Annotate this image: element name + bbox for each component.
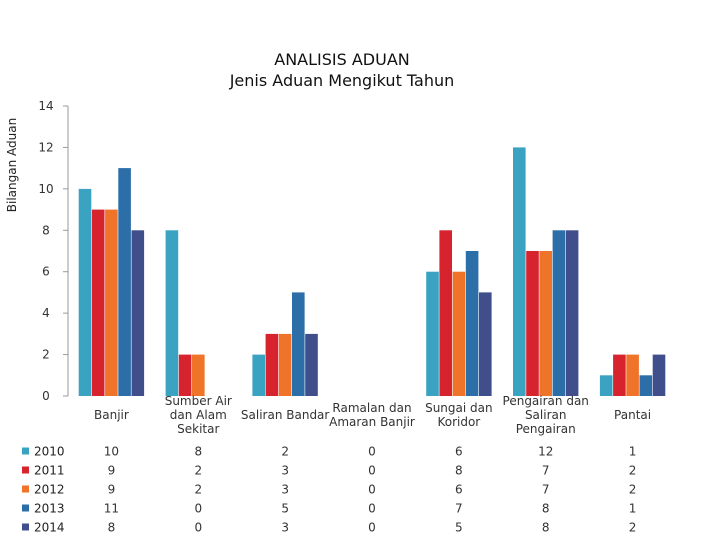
table-cell: 8: [455, 464, 463, 478]
bar: [91, 209, 105, 396]
table-cell: 1: [629, 502, 637, 516]
table-cell: 2: [281, 445, 289, 459]
bar: [539, 251, 552, 396]
bar: [465, 251, 479, 396]
table-cell: 2: [629, 521, 637, 535]
table-cell: 9: [108, 464, 116, 478]
table-cell: 8: [108, 521, 116, 535]
bar: [105, 209, 118, 396]
bar: [165, 230, 179, 396]
table-cell: 9: [108, 483, 116, 497]
category-label: Sungai dan Koridor: [425, 401, 493, 429]
bar: [426, 271, 439, 396]
bar: [479, 292, 492, 396]
table-cell: 6: [455, 483, 463, 497]
bar: [639, 375, 653, 396]
legend-series-name: 2014: [34, 521, 65, 535]
table-cell: 10: [104, 445, 119, 459]
table-cell: 11: [104, 502, 119, 516]
table-cell: 2: [629, 464, 637, 478]
legend-swatch: [22, 447, 29, 455]
legend-swatch: [22, 504, 29, 512]
bar: [565, 230, 579, 396]
legend-series-name: 2011: [34, 464, 65, 478]
legend-series-name: 2010: [34, 445, 65, 459]
y-tick-label: 4: [42, 306, 50, 320]
category-label: Ramalan dan Amaran Banjir: [329, 401, 415, 429]
table-cell: 2: [629, 483, 637, 497]
bar: [439, 230, 452, 396]
y-axis-label: Bilangan Aduan: [5, 118, 19, 212]
category-labels: Banjir Sumber Air dan Alam Sekitar Saliran B…: [94, 394, 651, 436]
legend-series-name: 2013: [34, 502, 65, 516]
category-label: Saliran Bandar: [241, 408, 330, 422]
table-cell: 7: [542, 464, 550, 478]
legend-swatch: [22, 466, 29, 474]
table-cell: 3: [281, 464, 289, 478]
bar: [118, 168, 131, 396]
table-cell: 0: [368, 502, 376, 516]
y-tick-label: 2: [42, 348, 50, 362]
legend-swatch: [22, 485, 29, 493]
table-cell: 5: [281, 502, 289, 516]
table-cell: 6: [455, 445, 463, 459]
bar: [292, 292, 305, 396]
bar: [252, 354, 265, 396]
bar: [78, 188, 92, 396]
table-cell: 0: [368, 483, 376, 497]
chart-title: ANALISIS ADUAN: [274, 50, 410, 69]
table-cell: 7: [542, 483, 550, 497]
bar: [192, 354, 205, 396]
table-cell: 8: [194, 445, 202, 459]
category-label: Banjir: [94, 408, 129, 422]
chart-subtitle: Jenis Aduan Mengikut Tahun: [229, 71, 455, 90]
category-label: Pantai: [614, 408, 651, 422]
bar: [278, 333, 292, 396]
category-label: Sumber Air dan Alam Sekitar: [165, 394, 232, 436]
y-tick-label: 0: [42, 389, 50, 403]
bar: [265, 333, 279, 396]
table-cell: 1: [629, 445, 637, 459]
table-cell: 7: [455, 502, 463, 516]
plot-area: [78, 147, 666, 396]
legend-series-name: 2012: [34, 483, 65, 497]
bar: [513, 147, 526, 396]
y-tick-label: 8: [42, 223, 50, 237]
y-tick-label: 10: [38, 182, 53, 196]
bar: [552, 230, 566, 396]
bar: [452, 271, 466, 396]
table-cell: 5: [455, 521, 463, 535]
table-cell: 8: [542, 521, 550, 535]
table-cell: 0: [194, 502, 202, 516]
table-cell: 3: [281, 483, 289, 497]
y-axis: 0 2 4 6 8 10 12 14: [38, 99, 69, 403]
table-cell: 0: [368, 521, 376, 535]
y-tick-label: 12: [38, 140, 53, 154]
y-tick-label: 6: [42, 265, 50, 279]
bar: [526, 251, 539, 396]
table-cell: 0: [194, 521, 202, 535]
bar: [178, 354, 192, 396]
table-cell: 0: [368, 445, 376, 459]
bar: [652, 354, 666, 396]
category-label: Pengairan dan Saliran Pengairan: [503, 394, 589, 436]
table-cell: 8: [542, 502, 550, 516]
table-cell: 2: [194, 483, 202, 497]
bar: [613, 354, 626, 396]
table-cell: 12: [538, 445, 553, 459]
table-cell: 0: [368, 464, 376, 478]
table-cell: 3: [281, 521, 289, 535]
y-tick-label: 14: [38, 99, 53, 113]
table-cell: 2: [194, 464, 202, 478]
bar: [626, 354, 639, 396]
legend-swatch: [22, 523, 29, 531]
bar: [305, 333, 318, 396]
bar: [131, 230, 145, 396]
bar: [599, 375, 613, 396]
